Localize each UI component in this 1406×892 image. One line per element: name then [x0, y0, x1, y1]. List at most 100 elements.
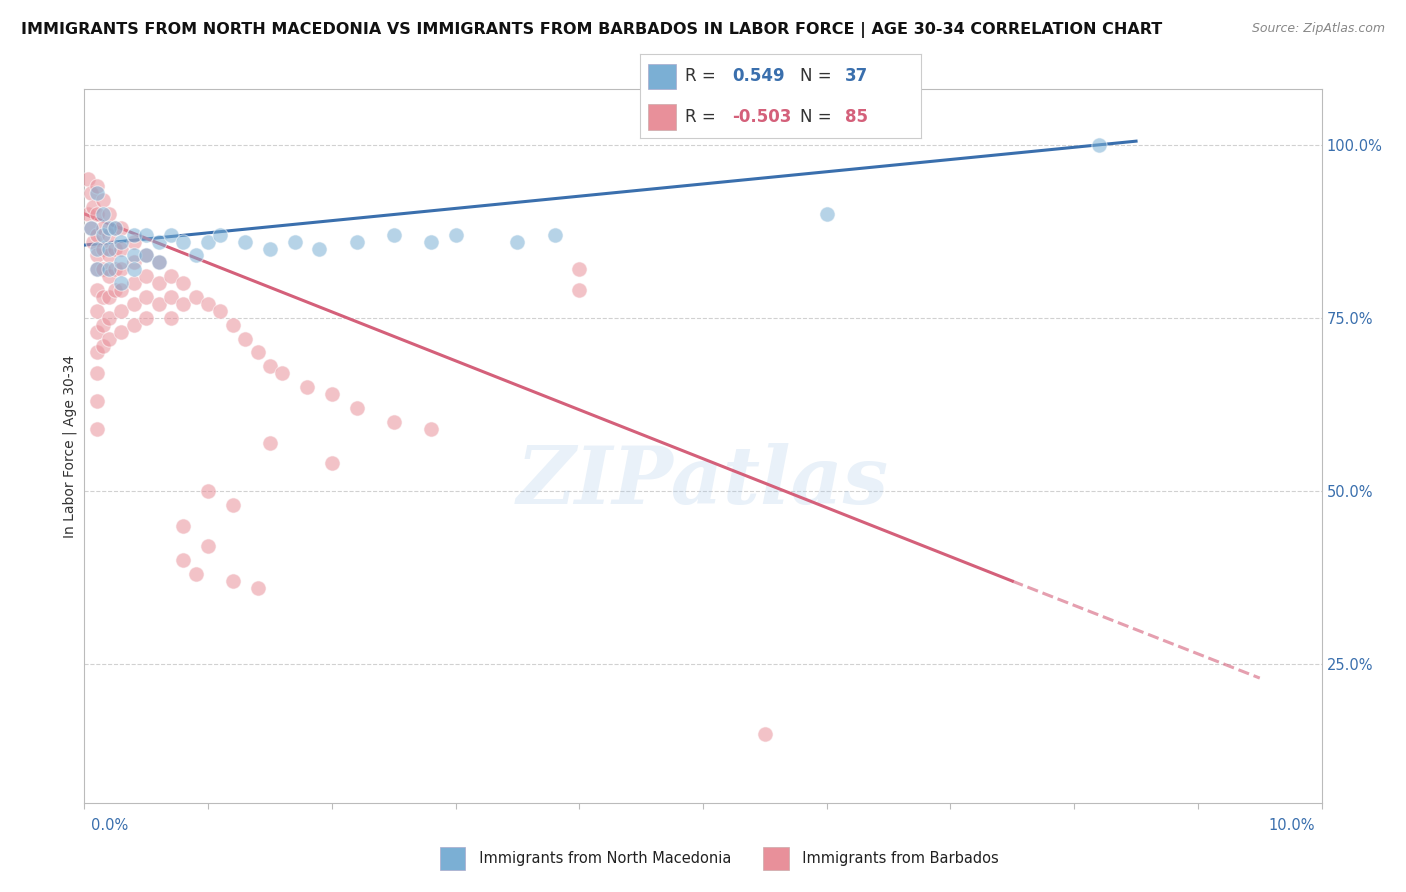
Point	[233, 332, 256, 346]
Point	[86, 325, 108, 339]
Point	[104, 242, 127, 256]
Point	[79, 186, 101, 201]
Point	[184, 290, 207, 304]
Point	[98, 227, 121, 242]
Point	[346, 401, 368, 415]
Point	[321, 456, 343, 470]
Y-axis label: In Labor Force | Age 30-34: In Labor Force | Age 30-34	[63, 354, 77, 538]
Point	[209, 227, 232, 242]
Point	[86, 262, 108, 277]
Point	[86, 366, 108, 380]
Point	[284, 235, 307, 249]
Point	[91, 207, 114, 221]
Point	[86, 227, 108, 242]
Point	[79, 220, 101, 235]
Point	[122, 276, 145, 290]
Text: Source: ZipAtlas.com: Source: ZipAtlas.com	[1251, 22, 1385, 36]
Point	[135, 248, 157, 262]
Point	[197, 483, 219, 498]
Point	[233, 235, 256, 249]
Point	[77, 172, 100, 186]
Text: 37: 37	[845, 68, 869, 86]
Point	[110, 255, 132, 269]
Point	[110, 276, 132, 290]
Point	[209, 304, 232, 318]
Point	[160, 290, 183, 304]
Point	[197, 235, 219, 249]
Point	[172, 553, 194, 567]
Point	[77, 207, 100, 221]
Point	[86, 248, 108, 262]
Point	[259, 242, 281, 256]
Point	[172, 518, 194, 533]
Point	[197, 297, 219, 311]
Point	[148, 276, 170, 290]
Point	[86, 283, 108, 297]
Point	[91, 220, 114, 235]
Point	[98, 248, 121, 262]
Point	[91, 290, 114, 304]
Point	[98, 310, 121, 325]
Point	[98, 220, 121, 235]
Point	[172, 235, 194, 249]
Point	[246, 345, 269, 359]
Text: 0.549: 0.549	[733, 68, 785, 86]
Point	[98, 332, 121, 346]
Point	[104, 220, 127, 235]
Point	[98, 207, 121, 221]
Point	[184, 248, 207, 262]
Point	[346, 235, 368, 249]
Text: Immigrants from Barbados: Immigrants from Barbados	[793, 851, 998, 865]
Point	[135, 227, 157, 242]
Point	[104, 283, 127, 297]
Point	[295, 380, 318, 394]
Point	[86, 262, 108, 277]
Point	[104, 220, 127, 235]
Point	[79, 220, 101, 235]
Point	[148, 255, 170, 269]
Point	[110, 304, 132, 318]
Point	[321, 387, 343, 401]
Point	[122, 297, 145, 311]
Point	[110, 235, 132, 249]
Point	[86, 207, 108, 221]
Point	[135, 269, 157, 284]
Point	[82, 200, 104, 214]
Point	[308, 242, 330, 256]
Point	[110, 325, 132, 339]
Point	[86, 422, 108, 436]
Point	[568, 283, 591, 297]
Text: 85: 85	[845, 108, 868, 126]
Point	[122, 235, 145, 249]
Point	[172, 297, 194, 311]
Point	[86, 394, 108, 409]
Point	[160, 269, 183, 284]
Point	[91, 338, 114, 352]
Point	[160, 310, 183, 325]
Point	[184, 567, 207, 582]
Text: IMMIGRANTS FROM NORTH MACEDONIA VS IMMIGRANTS FROM BARBADOS IN LABOR FORCE | AGE: IMMIGRANTS FROM NORTH MACEDONIA VS IMMIG…	[21, 22, 1163, 38]
Point	[135, 290, 157, 304]
Point	[506, 235, 529, 249]
Point	[104, 262, 127, 277]
Point	[148, 235, 170, 249]
Point	[86, 304, 108, 318]
Point	[444, 227, 467, 242]
FancyBboxPatch shape	[648, 104, 676, 130]
Point	[91, 262, 114, 277]
Point	[815, 207, 838, 221]
Point	[135, 248, 157, 262]
Text: ZIPatlas: ZIPatlas	[517, 443, 889, 520]
Point	[122, 248, 145, 262]
Point	[259, 435, 281, 450]
Point	[222, 498, 245, 512]
Point	[86, 179, 108, 194]
Point	[86, 242, 108, 256]
Point	[110, 242, 132, 256]
Point	[110, 283, 132, 297]
Point	[86, 345, 108, 359]
Point	[98, 290, 121, 304]
Point	[91, 242, 114, 256]
Point	[197, 540, 219, 554]
Point	[419, 235, 441, 249]
